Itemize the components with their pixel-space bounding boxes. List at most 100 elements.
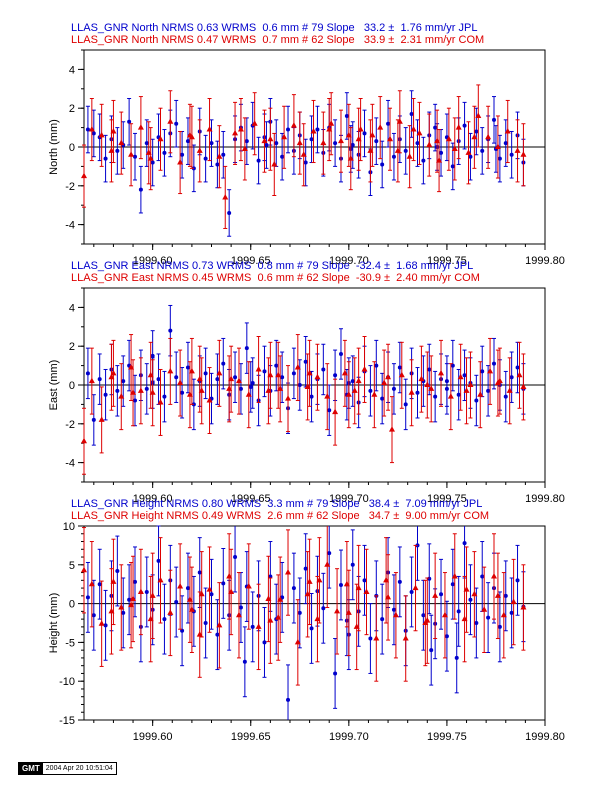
panel-1-com-point (128, 151, 135, 157)
panel-3-com-point (334, 607, 341, 614)
panel-3-jpl-point (427, 576, 432, 581)
panel-3-jpl-point (180, 628, 185, 633)
panel-1-jpl-point (274, 141, 279, 146)
panel-3-jpl-point (391, 607, 396, 612)
panel-1-com-point (504, 127, 511, 134)
panel-3-com-point (206, 586, 213, 592)
panel-3-jpl-point (450, 582, 455, 587)
panel-2-com-point (385, 373, 392, 380)
panel-1-com-point (406, 153, 413, 159)
panel-1-com-point (98, 131, 105, 138)
panel-2-y-tick-label: -2 (65, 419, 75, 431)
panel-1-com-point (369, 131, 376, 138)
panel-3-com-point (118, 603, 125, 610)
panel-3-jpl-point (321, 606, 326, 611)
panel-3-com-point (228, 588, 235, 594)
panel-1-jpl-point (221, 152, 226, 157)
panel-1-com-point (410, 126, 417, 132)
panel-3-com-point (98, 620, 105, 626)
panel-1-jpl-point (333, 141, 338, 146)
panel-1-jpl-point (462, 123, 467, 128)
panel-2-y-axis-label: East (mm) (48, 360, 60, 411)
panel-1-jpl-point (180, 152, 185, 157)
panel-3-com-point (392, 611, 399, 618)
panel-2-jpl-point (321, 367, 326, 372)
panel-3-com-point (167, 609, 174, 615)
panel-2-com-point (345, 391, 352, 397)
panel-3-jpl-point (233, 555, 238, 560)
panel-2-com-point (198, 387, 205, 393)
panel-2-com-point (88, 377, 95, 384)
panel-2-jpl-point (250, 381, 255, 386)
panel-3-y-tick-label: -10 (59, 676, 75, 688)
panel-3-jpl-point (454, 655, 459, 660)
panel-3-y-tick-label: 5 (69, 560, 75, 572)
panel-2-com-point (118, 393, 125, 399)
panel-1-jpl-point (127, 119, 132, 124)
panel-2-com-point (463, 387, 470, 393)
panel-3-title-line-1: LLAS_GNR Height NRMS 0.80 WRMS 3.3 mm # … (71, 498, 482, 510)
panel-2-jpl-point (185, 365, 190, 370)
panel-2-com-point (277, 385, 284, 391)
panel-1-jpl-point (103, 156, 108, 161)
panel-3-y-tick-label: 10 (63, 521, 75, 533)
panel-1-jpl-point (415, 141, 420, 146)
panel-1-jpl-point (133, 154, 138, 159)
panel-2-jpl-point (203, 371, 208, 376)
panel-1-jpl-point (315, 127, 320, 132)
panel-2-jpl-point (297, 383, 302, 387)
panel-1-com-point (118, 139, 125, 146)
panel-1-y-tick-label: 4 (69, 64, 75, 76)
panel-3-jpl-point (85, 595, 90, 600)
panel-3-plot-frame (83, 525, 546, 721)
panel-3-jpl-point (509, 610, 514, 615)
panel-1-jpl-point (409, 112, 414, 117)
panel-1-com-point (494, 143, 501, 149)
panel-1-jpl-point (403, 148, 408, 153)
panel-2-com-point (428, 385, 435, 391)
panel-1-jpl-point (91, 131, 96, 136)
panel-3-com-point (130, 595, 137, 601)
panel-3-com-point (481, 606, 488, 612)
panel-1-jpl-point (344, 113, 349, 118)
panel-3-jpl-point (127, 597, 132, 602)
panel-2-jpl-point (433, 394, 438, 399)
panel-3-jpl-point (144, 589, 149, 594)
panel-3-com-point (412, 584, 419, 591)
panel-1-com-point (281, 133, 288, 140)
panel-2-com-point (167, 367, 174, 374)
panel-1-jpl-point (227, 210, 232, 215)
panel-1-jpl-point (421, 158, 426, 163)
panel-3-com-point (177, 583, 184, 589)
panel-3-jpl-point (444, 634, 449, 639)
panel-1-jpl-point (480, 148, 485, 153)
panel-1-com-point (514, 147, 521, 153)
panel-3-com-point (451, 572, 458, 579)
panel-2-jpl-point (274, 363, 279, 368)
panel-1-com-point (455, 124, 462, 130)
panel-1-jpl-point (162, 150, 167, 155)
panel-1-com-point (337, 137, 344, 144)
panel-2-jpl-point (503, 394, 508, 399)
panel-3-com-point (500, 611, 507, 618)
panel-2-com-point (361, 365, 368, 372)
panel-1-com-point (320, 139, 327, 146)
panel-1-x-tick-label: 1999.75 (427, 255, 467, 267)
panel-2-jpl-point (156, 377, 161, 382)
panel-2-com-point (228, 375, 235, 382)
panel-3-jpl-point (303, 566, 308, 571)
panel-1-com-point (345, 131, 352, 138)
panel-2-com-point (324, 393, 331, 399)
panel-1-x-tick-label: 1999.60 (133, 255, 173, 267)
panel-1-com-point (216, 153, 223, 159)
panel-2-x-tick-label: 1999.60 (133, 493, 173, 505)
panel-2-com-point (467, 381, 474, 387)
gmt-logo: GMT (19, 763, 43, 774)
panel-1-com-point (394, 147, 401, 153)
panel-2-jpl-point (491, 361, 496, 366)
panel-3-jpl-point (397, 579, 402, 584)
panel-2-jpl-point (91, 417, 96, 422)
panel-2-com-point (98, 416, 105, 422)
panel-3-com-point (81, 566, 87, 573)
panel-2-com-point (137, 387, 144, 393)
